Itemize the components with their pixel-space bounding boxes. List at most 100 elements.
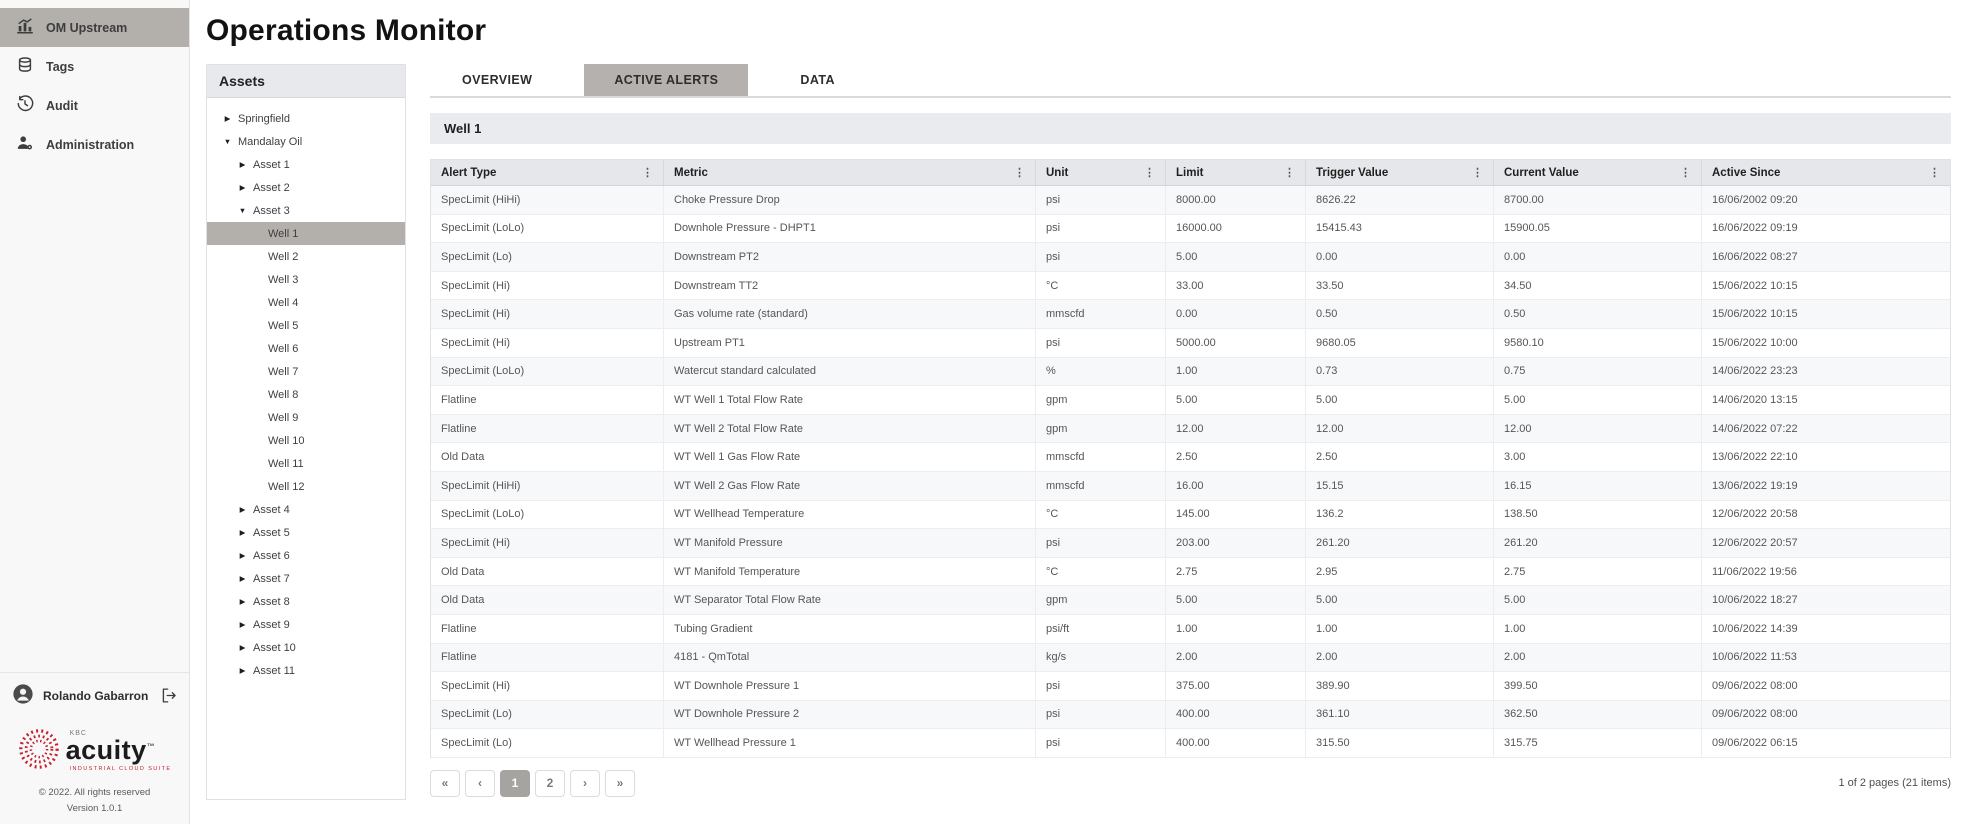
tree-item[interactable]: Well 4 (207, 291, 405, 314)
cell-unit: °C (1036, 271, 1166, 300)
section-header-well: Well 1 (430, 113, 1951, 144)
tree-item[interactable]: ▶ Asset 6 (207, 544, 405, 567)
page-button[interactable]: › (570, 769, 600, 797)
cell-active-since: 10/06/2022 18:27 (1712, 594, 1798, 607)
tree-expand-icon[interactable]: ▼ (238, 206, 247, 215)
column-menu-icon[interactable]: ⋮ (1284, 167, 1295, 179)
tree-expand-icon[interactable]: ▶ (239, 666, 246, 675)
tree-item[interactable]: ▶ Asset 7 (207, 567, 405, 590)
tree-item[interactable]: ▶ Asset 5 (207, 521, 405, 544)
tree-item[interactable]: ▼ Asset 3 (207, 199, 405, 222)
tree-expand-icon[interactable]: ▶ (239, 160, 246, 169)
column-menu-icon[interactable]: ⋮ (1929, 167, 1940, 179)
column-header[interactable]: Unit ⋮ (1036, 160, 1166, 185)
tree-item[interactable]: Well 1 (207, 222, 405, 245)
tree-item[interactable]: ▶ Asset 8 (207, 590, 405, 613)
tree-item[interactable]: Well 7 (207, 360, 405, 383)
cell-unit: °C (1036, 500, 1166, 529)
tree-expand-icon[interactable]: ▶ (239, 643, 246, 652)
table-row[interactable]: SpecLimit (Hi) Upstream PT1 psi 5000.00 … (431, 328, 1950, 358)
tab-overview[interactable]: OVERVIEW (462, 73, 533, 87)
tree-item[interactable]: Well 9 (207, 406, 405, 429)
tab-data[interactable]: DATA (800, 73, 835, 87)
tree-expand-icon[interactable]: ▶ (239, 183, 246, 192)
tree-item[interactable]: ▶ Springfield (207, 107, 405, 130)
cell-limit: 1.00 (1166, 614, 1306, 643)
tree-expand-icon[interactable]: ▶ (224, 114, 231, 123)
tree-item[interactable]: ▶ Asset 11 (207, 659, 405, 682)
tree-expand-icon[interactable]: ▶ (239, 597, 246, 606)
logout-icon[interactable] (160, 687, 177, 704)
page-button[interactable]: 1 (500, 769, 530, 797)
table-row[interactable]: SpecLimit (Hi) Downstream TT2 °C 33.00 3… (431, 271, 1950, 301)
tree-expand-icon[interactable]: ▶ (239, 528, 246, 537)
assets-panel: Assets ▶ Springfield ▼ Mandalay Oil ▶ (206, 64, 406, 800)
tree-expand-icon[interactable]: ▶ (239, 620, 246, 629)
column-header[interactable]: Current Value ⋮ (1494, 160, 1702, 185)
tree-item[interactable]: Well 6 (207, 337, 405, 360)
cell-current-value: 261.20 (1494, 529, 1702, 557)
column-header[interactable]: Metric ⋮ (664, 160, 1036, 185)
column-menu-icon[interactable]: ⋮ (1014, 167, 1025, 179)
column-menu-icon[interactable]: ⋮ (642, 167, 653, 179)
tree-item[interactable]: Well 10 (207, 429, 405, 452)
page-button[interactable]: « (430, 769, 460, 797)
sidebar-item-om-upstream[interactable]: OM Upstream (0, 8, 189, 47)
column-header[interactable]: Alert Type ⋮ (431, 160, 664, 185)
sidebar-item-tags[interactable]: Tags (0, 47, 189, 86)
cell-current-value: 5.00 (1494, 386, 1702, 414)
column-menu-icon[interactable]: ⋮ (1472, 167, 1483, 179)
page-button[interactable]: » (605, 769, 635, 797)
cell-metric: WT Downhole Pressure 2 (664, 700, 1036, 729)
table-row[interactable]: SpecLimit (HiHi) Choke Pressure Drop psi… (431, 186, 1950, 215)
tree-item[interactable]: Well 2 (207, 245, 405, 268)
table-row[interactable]: Old Data WT Manifold Temperature °C 2.75… (431, 557, 1950, 587)
cell-limit: 145.00 (1166, 500, 1306, 529)
column-header[interactable]: Trigger Value ⋮ (1306, 160, 1494, 185)
table-row[interactable]: Flatline 4181 - QmTotal kg/s 2.00 2.00 2… (431, 643, 1950, 673)
cell-alert-type: SpecLimit (HiHi) (431, 471, 664, 500)
table-row[interactable]: SpecLimit (Lo) WT Downhole Pressure 2 ps… (431, 700, 1950, 730)
table-row[interactable]: Flatline WT Well 2 Total Flow Rate gpm 1… (431, 414, 1950, 444)
table-row[interactable]: SpecLimit (HiHi) WT Well 2 Gas Flow Rate… (431, 471, 1950, 501)
table-row[interactable]: SpecLimit (Hi) WT Manifold Pressure psi … (431, 529, 1950, 558)
tree-item[interactable]: Well 5 (207, 314, 405, 337)
tree-expand-icon[interactable]: ▶ (239, 574, 246, 583)
content-area: OVERVIEW ACTIVE ALERTS DATA Well 1 Alert… (430, 64, 1951, 824)
table-row[interactable]: Flatline WT Well 1 Total Flow Rate gpm 5… (431, 386, 1950, 415)
tree-item[interactable]: Well 8 (207, 383, 405, 406)
column-header[interactable]: Limit ⋮ (1166, 160, 1306, 185)
table-row[interactable]: SpecLimit (Hi) Gas volume rate (standard… (431, 300, 1950, 329)
tree-item[interactable]: Well 3 (207, 268, 405, 291)
sidebar-item-administration[interactable]: Administration (0, 125, 189, 164)
tree-item[interactable]: Well 11 (207, 452, 405, 475)
tree-item[interactable]: ▶ Asset 4 (207, 498, 405, 521)
table-row[interactable]: Old Data WT Well 1 Gas Flow Rate mmscfd … (431, 443, 1950, 472)
table-row[interactable]: SpecLimit (LoLo) WT Wellhead Temperature… (431, 500, 1950, 530)
sidebar-item-audit[interactable]: Audit (0, 86, 189, 125)
tree-item[interactable]: ▶ Asset 10 (207, 636, 405, 659)
tree-item[interactable]: ▶ Asset 1 (207, 153, 405, 176)
table-row[interactable]: SpecLimit (LoLo) Watercut standard calcu… (431, 357, 1950, 387)
column-menu-icon[interactable]: ⋮ (1680, 167, 1691, 179)
tree-item[interactable]: ▶ Asset 9 (207, 613, 405, 636)
tree-item[interactable]: Well 12 (207, 475, 405, 498)
table-row[interactable]: SpecLimit (LoLo) Downhole Pressure - DHP… (431, 214, 1950, 244)
table-row[interactable]: Flatline Tubing Gradient psi/ft 1.00 1.0… (431, 614, 1950, 644)
tree-expand-icon[interactable]: ▼ (223, 137, 232, 146)
tab-active-alerts[interactable]: ACTIVE ALERTS (584, 64, 749, 96)
cell-alert-type: SpecLimit (HiHi) (431, 186, 664, 214)
table-row[interactable]: Old Data WT Separator Total Flow Rate gp… (431, 586, 1950, 615)
column-header-label: Metric (674, 166, 708, 179)
table-row[interactable]: SpecLimit (Lo) Downstream PT2 psi 5.00 0… (431, 243, 1950, 272)
page-button[interactable]: 2 (535, 769, 565, 797)
tree-expand-icon[interactable]: ▶ (239, 505, 246, 514)
page-button[interactable]: ‹ (465, 769, 495, 797)
tree-item[interactable]: ▶ Asset 2 (207, 176, 405, 199)
column-menu-icon[interactable]: ⋮ (1144, 167, 1155, 179)
table-row[interactable]: SpecLimit (Lo) WT Wellhead Pressure 1 ps… (431, 729, 1950, 758)
tree-item[interactable]: ▼ Mandalay Oil (207, 130, 405, 153)
column-header[interactable]: Active Since ⋮ (1702, 160, 1950, 185)
tree-expand-icon[interactable]: ▶ (239, 551, 246, 560)
table-row[interactable]: SpecLimit (Hi) WT Downhole Pressure 1 ps… (431, 672, 1950, 701)
